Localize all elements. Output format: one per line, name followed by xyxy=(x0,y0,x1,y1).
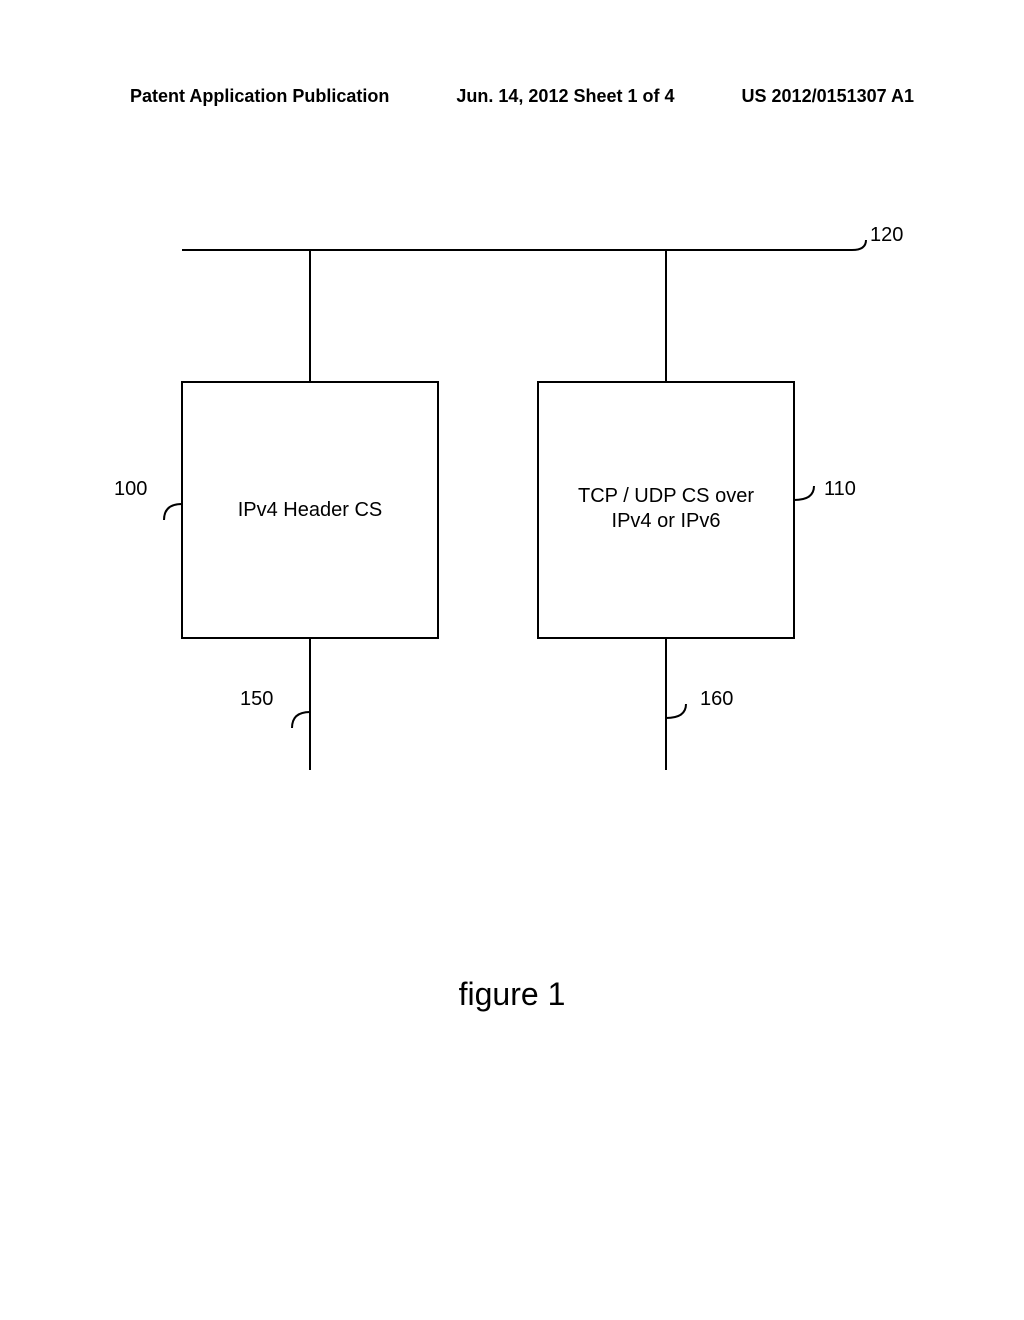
ref-label-150: 150 xyxy=(240,688,273,711)
figure-caption: figure 1 xyxy=(0,976,1024,1013)
hook-150 xyxy=(292,712,310,728)
ref-label-100: 100 xyxy=(114,478,147,501)
hook-120 xyxy=(852,240,866,250)
node-label-box110: TCP / UDP CS overIPv4 or IPv6 xyxy=(538,484,794,534)
ref-label-120: 120 xyxy=(870,224,903,247)
ref-label-110: 110 xyxy=(824,478,856,501)
hook-100 xyxy=(164,504,182,520)
node-label-box100: IPv4 Header CS xyxy=(182,498,438,523)
hook-110 xyxy=(794,486,814,500)
diagram-svg xyxy=(0,0,1024,1320)
ref-label-160: 160 xyxy=(700,688,733,711)
hook-160 xyxy=(666,704,686,718)
